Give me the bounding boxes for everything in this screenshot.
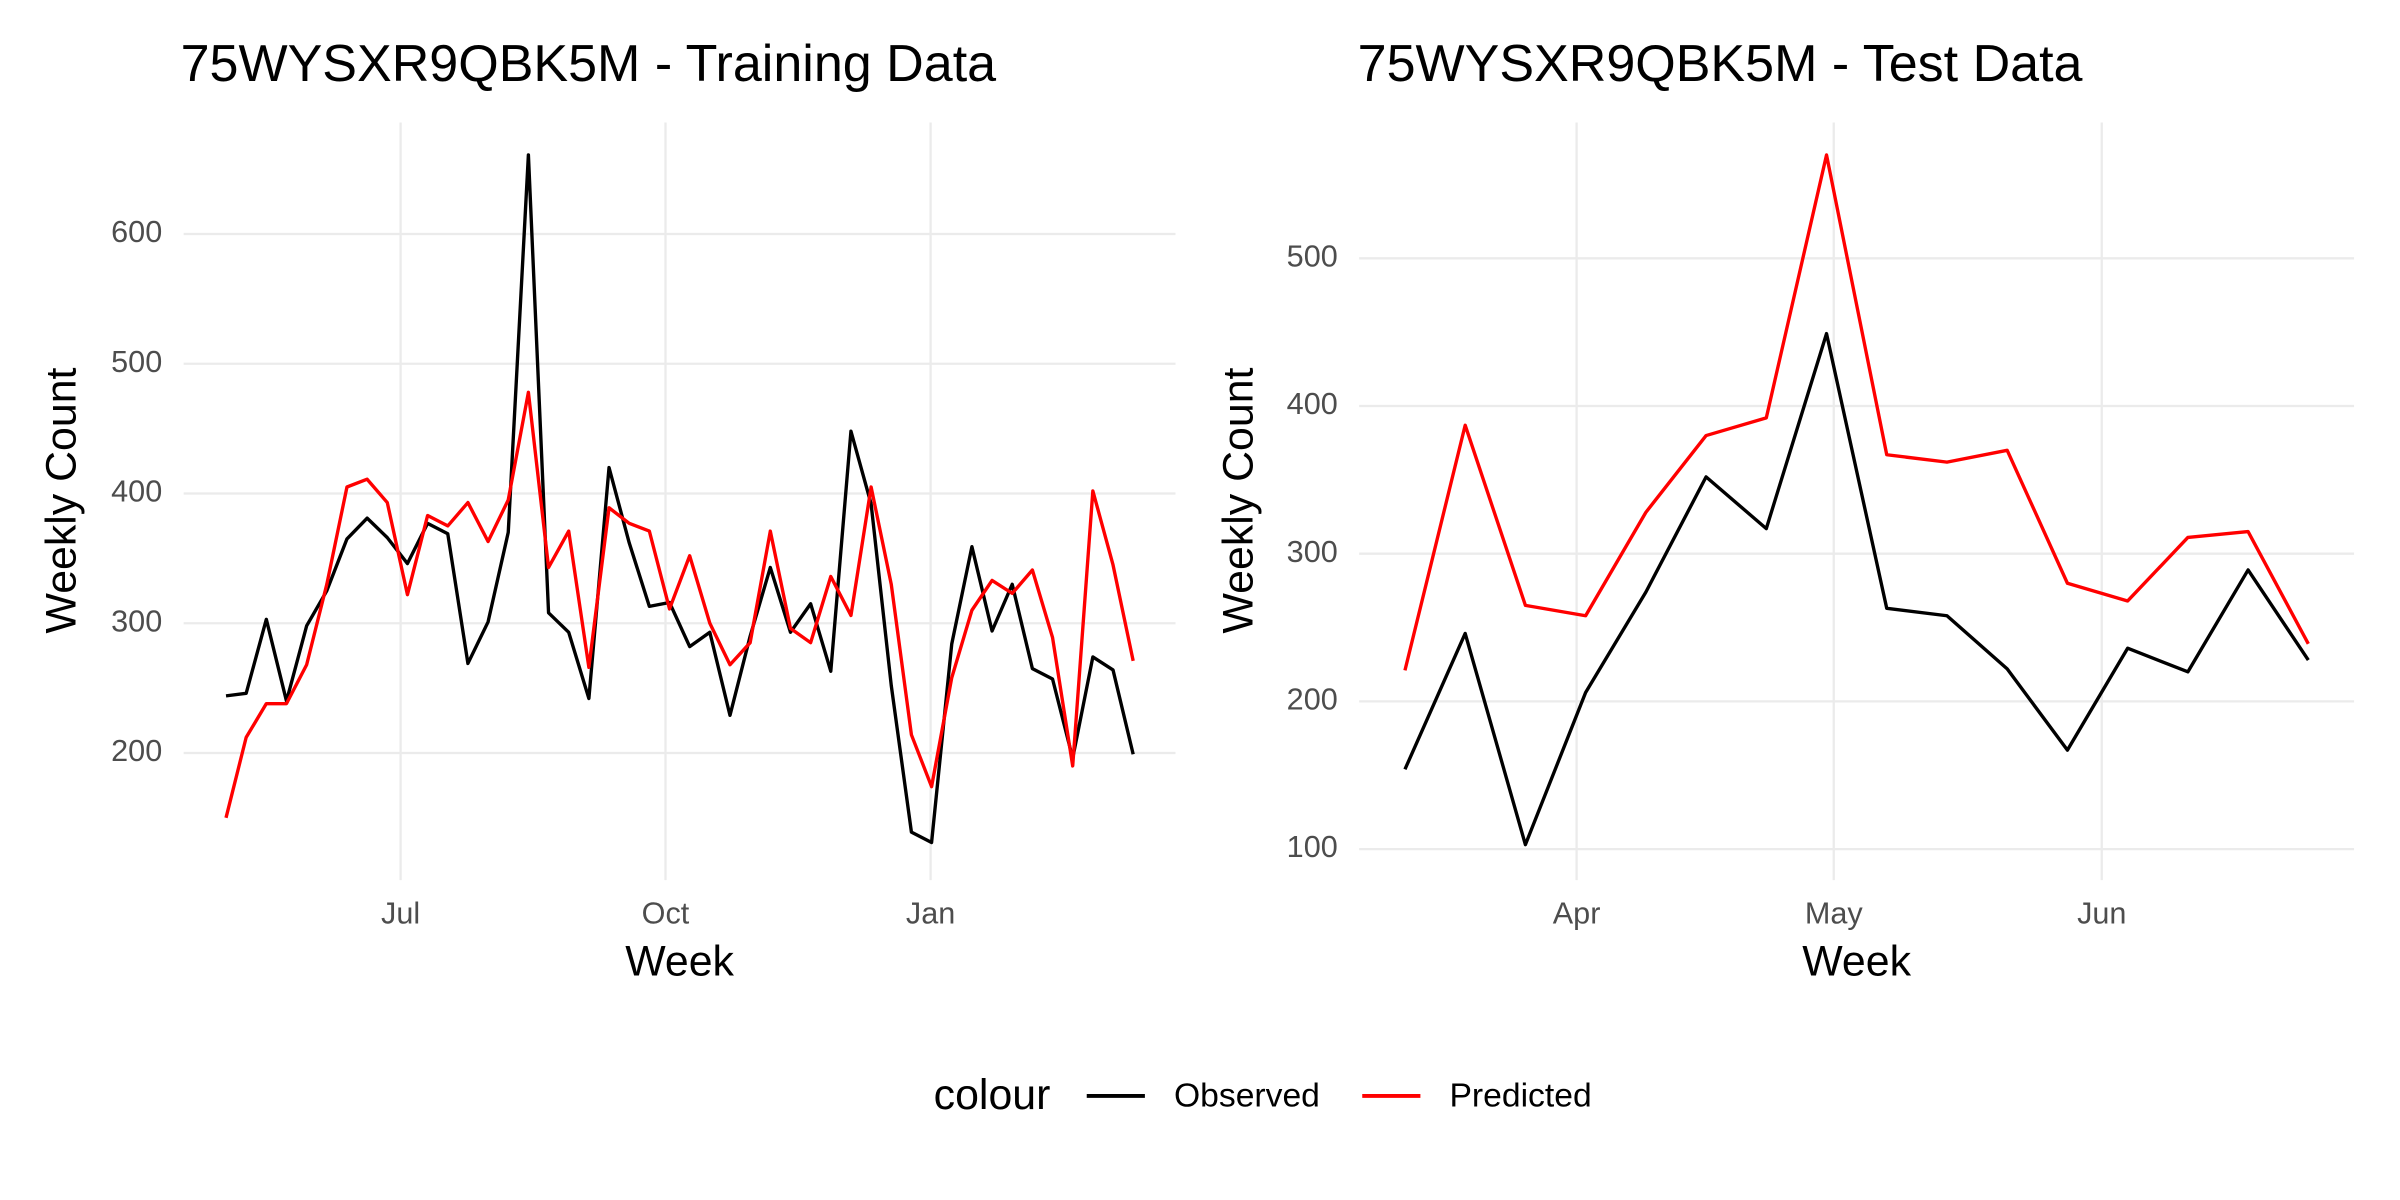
x-tick-label: Oct — [642, 896, 690, 930]
legend-title: colour — [934, 1071, 1051, 1119]
series-line — [224, 390, 1135, 819]
y-axis-label: Weekly Count — [38, 367, 86, 633]
series-line — [1403, 331, 2310, 847]
y-tick-label: 400 — [111, 475, 162, 509]
y-tick-label: 200 — [1287, 682, 1338, 716]
y-tick-label: 500 — [111, 345, 162, 379]
x-tick-label: Apr — [1553, 896, 1601, 930]
y-tick-label: 500 — [1287, 239, 1338, 273]
x-tick-label: Jan — [906, 896, 955, 930]
legend-label: Predicted — [1449, 1077, 1591, 1114]
y-tick-label: 400 — [1287, 387, 1338, 421]
series-line — [225, 153, 1135, 845]
y-tick-label: 200 — [111, 734, 162, 768]
y-tick-label: 600 — [111, 215, 162, 249]
x-axis-label: Week — [625, 938, 734, 986]
chart-title: 75WYSXR9QBK5M - Test Data — [1358, 35, 2083, 93]
y-tick-label: 300 — [111, 604, 162, 638]
y-tick-label: 300 — [1287, 535, 1338, 569]
x-tick-label: Jul — [381, 896, 420, 930]
legend-label: Observed — [1174, 1077, 1320, 1114]
y-tick-label: 100 — [1287, 830, 1338, 864]
x-axis-label: Week — [1802, 938, 1911, 986]
chart-title: 75WYSXR9QBK5M - Training Data — [181, 35, 997, 93]
y-axis-label: Weekly Count — [1215, 367, 1263, 633]
series-line — [1403, 153, 2310, 671]
x-tick-label: May — [1805, 896, 1864, 930]
x-tick-label: Jun — [2077, 896, 2126, 930]
